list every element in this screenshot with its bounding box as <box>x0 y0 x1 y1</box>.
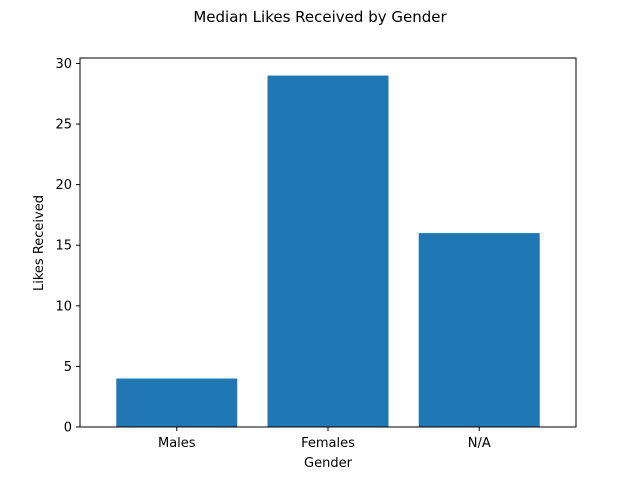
y-tick-label: 15 <box>55 239 72 254</box>
x-axis-ticks: Males Females N/A <box>158 427 491 451</box>
x-tick-label: Females <box>301 436 355 451</box>
y-tick-label: 30 <box>55 57 72 72</box>
y-tick-label: 5 <box>64 360 72 375</box>
y-axis-ticks: 0 5 10 15 20 25 30 <box>55 57 80 436</box>
bar-n-a <box>418 233 540 427</box>
y-tick-label: 0 <box>64 421 72 436</box>
y-tick-label: 25 <box>55 118 72 133</box>
bar-males <box>116 378 238 427</box>
x-axis-title: Gender <box>304 456 353 471</box>
chart-title: Median Likes Received by Gender <box>193 8 447 26</box>
y-tick-label: 10 <box>55 299 72 314</box>
bar-females <box>267 75 389 428</box>
x-tick-label: Males <box>158 436 196 451</box>
x-tick-label: N/A <box>468 436 491 451</box>
bars-layer <box>116 75 540 428</box>
y-tick-label: 20 <box>55 178 72 193</box>
y-axis-title: Likes Received <box>32 195 47 291</box>
plot-frame <box>79 57 577 428</box>
